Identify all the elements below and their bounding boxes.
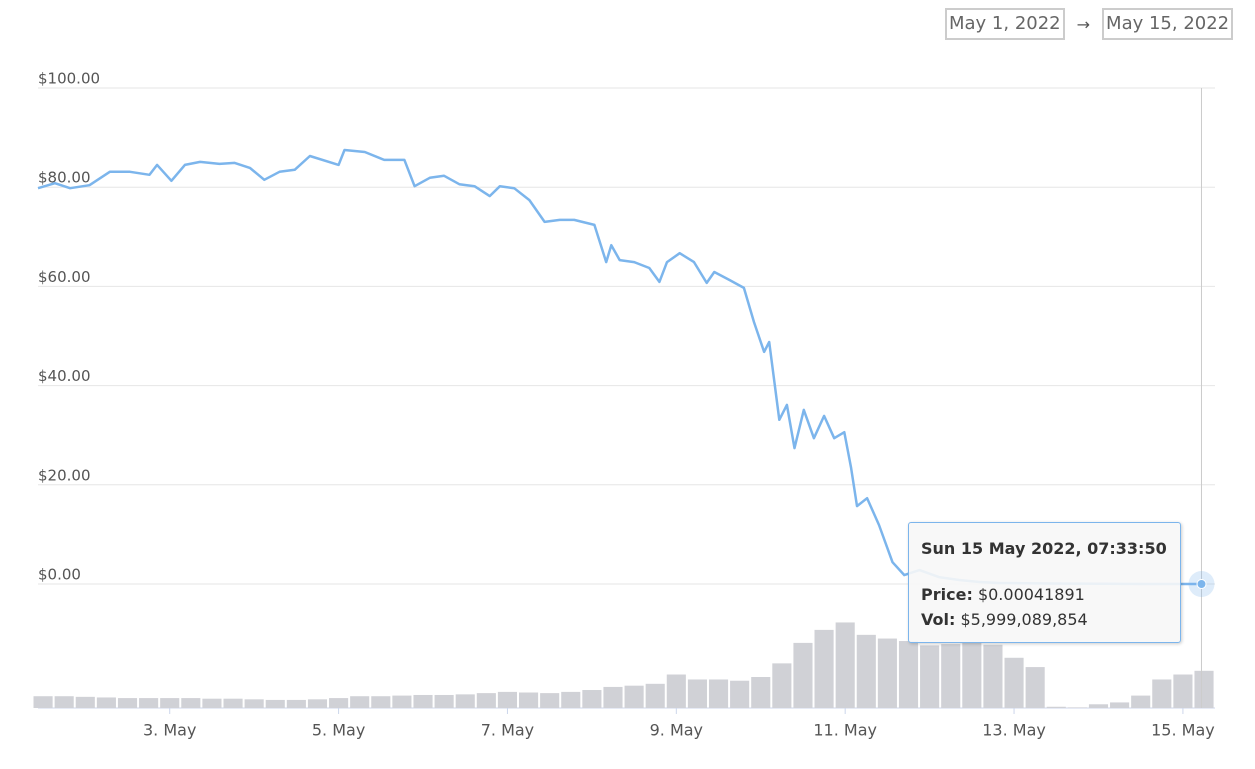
- volume-bar: [75, 696, 95, 708]
- volume-bar: [772, 663, 792, 708]
- volume-bar: [730, 680, 750, 708]
- volume-bar: [603, 686, 623, 708]
- y-tick-label: $20.00: [38, 466, 91, 484]
- volume-bar: [751, 677, 771, 708]
- volume-bar: [497, 691, 518, 708]
- volume-bar: [561, 691, 581, 708]
- volume-bar: [898, 641, 919, 708]
- volume-bar: [286, 699, 306, 708]
- volume-bar: [33, 696, 53, 708]
- date-range: May 1, 2022 → May 15, 2022: [945, 8, 1234, 40]
- date-arrow: →: [1076, 14, 1091, 34]
- volume-bar: [1173, 674, 1193, 708]
- volume-bar: [519, 692, 539, 708]
- hover-point: [1196, 578, 1207, 589]
- x-tick-label: 5. May: [312, 721, 365, 740]
- volume-bar: [1004, 657, 1024, 708]
- volume-bar: [687, 679, 707, 708]
- date-to[interactable]: May 15, 2022: [1102, 8, 1234, 40]
- x-tick-label: 7. May: [481, 721, 534, 740]
- volume-bar: [434, 694, 454, 708]
- tooltip-vol-value: $5,999,089,854: [960, 610, 1088, 629]
- y-tick-label: $60.00: [38, 268, 91, 286]
- x-tick-label: 13. May: [982, 721, 1046, 740]
- volume-bar: [856, 634, 876, 708]
- tooltip-price-value: $0.00041891: [977, 585, 1085, 604]
- volume-bar: [540, 693, 560, 708]
- volume-bar: [181, 698, 201, 708]
- volume-bar: [835, 622, 855, 708]
- volume-bar: [54, 696, 74, 708]
- volume-bar: [1067, 707, 1087, 708]
- volume-bar: [392, 695, 412, 708]
- volume-bar: [350, 696, 370, 708]
- volume-bar: [1046, 706, 1066, 708]
- volume-bar: [1025, 667, 1045, 708]
- tooltip-vol: Vol: $5,999,089,854: [921, 610, 1088, 629]
- volume-bar: [1110, 702, 1130, 708]
- volume-bar: [202, 698, 222, 708]
- tooltip-vol-label: Vol:: [921, 610, 956, 629]
- y-tick-label: $0.00: [38, 566, 81, 584]
- y-tick-label: $40.00: [38, 367, 91, 385]
- y-tick-label: $100.00: [38, 70, 100, 88]
- volume-bar: [117, 698, 138, 708]
- volume-bar: [708, 679, 729, 708]
- volume-bar: [645, 683, 665, 708]
- volume-bar: [920, 645, 940, 708]
- date-from[interactable]: May 1, 2022: [945, 8, 1065, 40]
- volume-bar: [582, 690, 602, 708]
- y-tick-label: $80.00: [38, 169, 91, 187]
- tooltip-price-label: Price:: [921, 585, 973, 604]
- volume-bar: [244, 699, 264, 708]
- volume-bar: [814, 629, 834, 708]
- x-tick-label: 9. May: [650, 721, 703, 740]
- volume-bar: [455, 694, 475, 708]
- volume-bar: [941, 644, 961, 708]
- volume-bar: [413, 694, 433, 708]
- volume-bar: [223, 698, 243, 708]
- volume-bar: [329, 698, 349, 708]
- volume-bar: [1131, 695, 1151, 708]
- x-tick-label: 11. May: [813, 721, 877, 740]
- x-tick-label: 15. May: [1151, 721, 1215, 740]
- volume-bar: [1152, 679, 1172, 708]
- volume-bar: [962, 642, 982, 708]
- volume-bar: [265, 699, 285, 708]
- volume-bar: [307, 699, 328, 708]
- volume-bar: [160, 698, 180, 708]
- tooltip: Sun 15 May 2022, 07:33:50 Price: $0.0004…: [908, 522, 1181, 643]
- volume-bar: [624, 685, 644, 708]
- x-tick-label: 3. May: [143, 721, 196, 740]
- volume-bar: [666, 674, 686, 708]
- volume-bar: [793, 642, 813, 708]
- volume-bar: [139, 698, 159, 708]
- volume-bar: [371, 696, 391, 708]
- tooltip-title: Sun 15 May 2022, 07:33:50: [921, 539, 1167, 558]
- volume-bar: [983, 644, 1003, 708]
- volume-bar: [877, 638, 897, 708]
- volume-bar: [476, 693, 496, 708]
- price-line: [37, 148, 1202, 586]
- volume-bar: [96, 697, 116, 708]
- volume-bar: [1194, 670, 1214, 708]
- tooltip-price: Price: $0.00041891: [921, 585, 1085, 604]
- volume-bar: [1088, 704, 1109, 708]
